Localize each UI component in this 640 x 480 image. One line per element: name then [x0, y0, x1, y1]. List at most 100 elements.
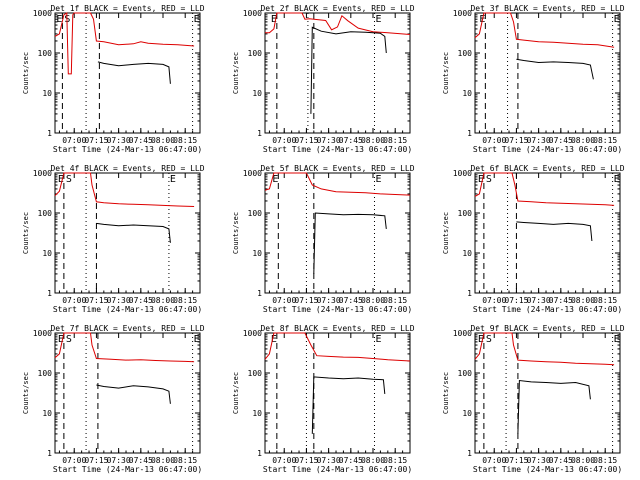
x-tick-label: 08:15 — [593, 296, 617, 305]
event-marker-label: S — [66, 334, 72, 345]
y-axis-label: Counts/sec — [22, 372, 30, 414]
y-axis-label: Counts/sec — [22, 52, 30, 94]
event-marker-label: E — [194, 334, 200, 345]
x-axis-label: Start Time (24-Mar-13 06:47:00) — [473, 465, 622, 474]
y-axis-label: Counts/sec — [232, 52, 240, 94]
event-marker-label: S — [66, 174, 72, 185]
lld-series-line — [474, 12, 615, 48]
y-tick-label: 1000 — [453, 329, 472, 338]
event-marker-label: E — [478, 334, 484, 345]
x-axis-label: Start Time (24-Mar-13 06:47:00) — [53, 305, 202, 314]
x-tick-label: 07:15 — [294, 456, 318, 465]
y-tick-label: 100 — [458, 49, 473, 58]
x-tick-label: 07:30 — [107, 296, 131, 305]
x-tick-label: 08:00 — [151, 296, 175, 305]
y-tick-label: 10 — [252, 249, 262, 258]
y-tick-label: 100 — [458, 209, 473, 218]
panel-7: 1 10 100 1000 07:0007:1507:3007:4508:0008:15… — [22, 324, 205, 474]
y-tick-label: 100 — [458, 369, 473, 378]
x-tick-label: 07:00 — [62, 456, 86, 465]
x-tick-label: 07:00 — [62, 136, 86, 145]
y-tick-label: 10 — [42, 409, 52, 418]
y-tick-label: 1 — [257, 129, 262, 138]
event-marker-label: S — [486, 334, 492, 345]
y-tick-label: 100 — [248, 209, 263, 218]
y-tick-label: 10 — [42, 89, 52, 98]
event-marker-label: E — [375, 334, 381, 345]
y-tick-label: 100 — [248, 369, 263, 378]
panel-title: Det 7f BLACK = Events, RED = LLD — [50, 324, 204, 333]
x-tick-label: 07:15 — [84, 296, 108, 305]
panel-title: Det 2f BLACK = Events, RED = LLD — [260, 4, 414, 13]
x-axis-label: Start Time (24-Mar-13 06:47:00) — [473, 305, 622, 314]
x-tick-label: 08:15 — [593, 456, 617, 465]
panel-title: Det 9f BLACK = Events, RED = LLD — [470, 324, 624, 333]
x-tick-label: 07:45 — [129, 456, 153, 465]
event-marker-label: E — [614, 14, 620, 25]
x-tick-label: 07:30 — [107, 136, 131, 145]
event-marker-label: E — [614, 334, 620, 345]
x-tick-label: 07:00 — [482, 296, 506, 305]
x-tick-label: 07:30 — [317, 136, 341, 145]
x-tick-label: 07:30 — [527, 296, 551, 305]
y-tick-label: 100 — [38, 209, 53, 218]
x-axis-label: Start Time (24-Mar-13 06:47:00) — [53, 145, 202, 154]
panel-3: 1 10 100 1000 07:0007:1507:3007:4508:0008:15… — [442, 4, 625, 154]
x-tick-label: 07:30 — [317, 296, 341, 305]
x-tick-label: 08:00 — [361, 136, 385, 145]
x-tick-label: 08:15 — [173, 296, 197, 305]
event-marker-label: E — [58, 174, 64, 185]
event-marker-label: S — [486, 174, 492, 185]
y-tick-label: 100 — [248, 49, 263, 58]
x-tick-label: 07:30 — [317, 456, 341, 465]
events-series-line — [310, 26, 387, 114]
y-tick-label: 100 — [38, 49, 53, 58]
y-tick-label: 1000 — [33, 169, 52, 178]
x-tick-label: 08:15 — [593, 136, 617, 145]
y-tick-label: 1000 — [33, 329, 52, 338]
y-tick-label: 1000 — [243, 169, 262, 178]
event-marker-label: E — [56, 14, 62, 25]
y-tick-label: 1 — [467, 449, 472, 458]
x-tick-label: 07:15 — [84, 136, 108, 145]
x-tick-label: 07:45 — [129, 296, 153, 305]
x-tick-label: 07:15 — [504, 456, 528, 465]
y-tick-label: 10 — [42, 249, 52, 258]
y-tick-label: 1000 — [33, 9, 52, 18]
x-axis-label: Start Time (24-Mar-13 06:47:00) — [263, 145, 412, 154]
events-series-line — [96, 384, 171, 404]
x-tick-label: 07:30 — [527, 456, 551, 465]
event-marker-label: E — [375, 14, 381, 25]
event-marker-label: E — [194, 14, 200, 25]
y-tick-label: 10 — [462, 249, 472, 258]
x-tick-label: 07:45 — [129, 136, 153, 145]
y-tick-label: 1 — [47, 289, 52, 298]
event-marker-label: E — [478, 174, 484, 185]
plot-frame — [474, 332, 621, 454]
panel-title: Det 3f BLACK = Events, RED = LLD — [470, 4, 624, 13]
y-tick-label: 1000 — [243, 329, 262, 338]
x-tick-label: 07:00 — [272, 296, 296, 305]
panel-title: Det 4f BLACK = Events, RED = LLD — [50, 164, 204, 173]
lld-series-line — [474, 332, 615, 366]
events-series-line — [311, 376, 386, 434]
y-tick-label: 1000 — [243, 9, 262, 18]
y-tick-label: 10 — [462, 89, 472, 98]
y-tick-label: 1 — [257, 449, 262, 458]
event-marker-label: E — [271, 334, 277, 345]
y-axis-label: Counts/sec — [442, 372, 450, 414]
x-tick-label: 08:00 — [571, 456, 595, 465]
panel-1: 1 10 100 1000 07:0007:1507:3007:4508:0008:15… — [22, 4, 205, 154]
x-axis-label: Start Time (24-Mar-13 06:47:00) — [263, 305, 412, 314]
events-series-line — [96, 222, 171, 243]
plot-frame — [54, 12, 201, 134]
x-tick-label: 07:45 — [339, 136, 363, 145]
y-tick-label: 1 — [257, 289, 262, 298]
lld-series-line — [474, 172, 615, 206]
x-tick-label: 08:00 — [361, 296, 385, 305]
x-tick-label: 08:15 — [383, 296, 407, 305]
x-tick-label: 07:00 — [482, 136, 506, 145]
events-series-line — [97, 61, 171, 84]
x-tick-label: 08:00 — [361, 456, 385, 465]
x-tick-label: 07:30 — [527, 136, 551, 145]
